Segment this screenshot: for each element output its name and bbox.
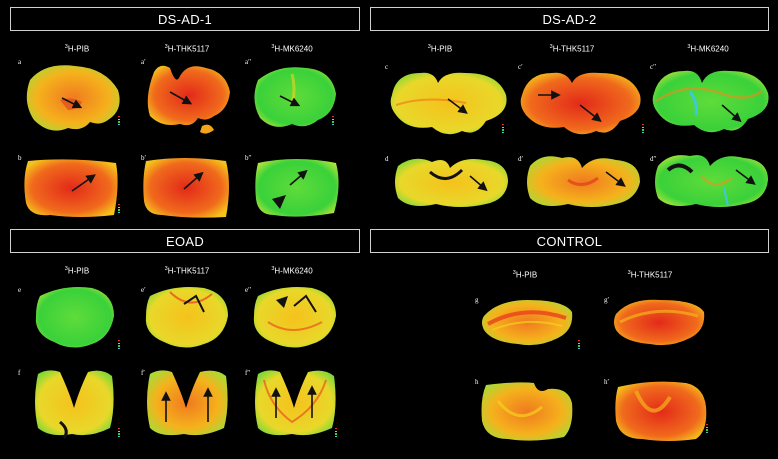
autoradiograph-f1 bbox=[147, 370, 228, 436]
color-scale-bar bbox=[118, 204, 120, 214]
subpanel-label-c: c bbox=[385, 63, 389, 71]
column-header-pib: 3H-PIB bbox=[64, 44, 90, 54]
autoradiograph-d2 bbox=[655, 155, 768, 207]
column-header-pib: 3H-PIB bbox=[512, 270, 538, 280]
subpanel-label-d: d bbox=[385, 155, 389, 163]
autoradiograph-g bbox=[482, 300, 573, 346]
color-scale-bar bbox=[118, 340, 120, 350]
color-scale-bar bbox=[118, 116, 120, 126]
subpanel-label-e: e bbox=[18, 286, 22, 294]
autoradiograph-b bbox=[24, 159, 118, 217]
panel-title-control: CONTROL bbox=[370, 229, 769, 253]
color-scale-bar bbox=[578, 340, 580, 350]
color-scale-bar bbox=[335, 428, 337, 438]
subpanel-label-e2: e′′ bbox=[245, 286, 252, 294]
subpanel-label-e1: e′ bbox=[141, 286, 146, 294]
autoradiograph-e2 bbox=[253, 287, 336, 348]
autoradiograph-c bbox=[390, 72, 507, 135]
subpanel-label-c2: c′′ bbox=[650, 63, 657, 71]
autoradiograph-a bbox=[26, 65, 120, 131]
autoradiograph-f2 bbox=[255, 370, 336, 436]
subpanel-label-d2: d′′ bbox=[650, 155, 657, 163]
subpanel-label-f2: f′′ bbox=[245, 369, 251, 377]
subpanel-label-a2: a′′ bbox=[245, 58, 252, 66]
subpanel-label-c1: c′ bbox=[518, 63, 523, 71]
color-scale-bar bbox=[332, 116, 334, 126]
color-scale-bar bbox=[706, 424, 708, 434]
autoradiograph-f bbox=[35, 370, 114, 439]
column-header-mk6240: 3H-MK6240 bbox=[271, 266, 313, 276]
autoradiograph-h1 bbox=[615, 381, 707, 441]
subpanel-label-f: f bbox=[18, 369, 21, 377]
column-header-mk6240: 3H-MK6240 bbox=[687, 44, 729, 54]
autoradiograph-b2 bbox=[255, 159, 339, 217]
subpanel-label-b1: b′ bbox=[141, 154, 147, 162]
panel-title-ds-ad-1: DS-AD-1 bbox=[10, 7, 360, 31]
subpanel-label-h: h bbox=[475, 378, 479, 386]
autoradiograph-c2 bbox=[652, 70, 769, 133]
column-header-thk5117: 3H-THK5117 bbox=[627, 270, 673, 280]
subpanel-label-b: b bbox=[18, 154, 22, 162]
subpanel-label-g: g bbox=[475, 296, 479, 304]
column-header-thk5117: 3H-THK5117 bbox=[164, 266, 210, 276]
column-header-thk5117: 3H-THK5117 bbox=[549, 44, 595, 54]
autoradiograph-d bbox=[395, 158, 508, 207]
column-header-pib: 3H-PIB bbox=[64, 266, 90, 276]
autoradiograph-c1 bbox=[520, 72, 641, 135]
subpanel-label-b2: b′′ bbox=[245, 154, 252, 162]
autoradiograph-d1 bbox=[527, 156, 640, 207]
autoradiograph-e1 bbox=[145, 287, 228, 348]
panel-title-ds-ad-2: DS-AD-2 bbox=[370, 7, 769, 31]
autoradiograph-h bbox=[481, 382, 573, 441]
autoradiograph-a1 bbox=[147, 65, 230, 134]
subpanel-label-d1: d′ bbox=[518, 155, 524, 163]
autoradiograph-e bbox=[35, 287, 114, 348]
color-scale-bar bbox=[642, 124, 644, 134]
autoradiograph-b1 bbox=[143, 158, 229, 218]
color-scale-bar bbox=[118, 428, 120, 438]
subpanel-label-a1: a′ bbox=[141, 58, 146, 66]
subpanel-label-h1: h′ bbox=[604, 378, 610, 386]
column-header-mk6240: 3H-MK6240 bbox=[271, 44, 313, 54]
subpanel-label-g1: g′ bbox=[604, 296, 610, 304]
subpanel-label-a: a bbox=[18, 58, 22, 66]
column-header-thk5117: 3H-THK5117 bbox=[164, 44, 210, 54]
autoradiograph-a2 bbox=[254, 67, 336, 127]
subpanel-label-f1: f′ bbox=[141, 369, 145, 377]
autoradiograph-g1 bbox=[614, 299, 705, 346]
column-header-pib: 3H-PIB bbox=[427, 44, 453, 54]
color-scale-bar bbox=[502, 124, 504, 134]
panel-title-eoad: EOAD bbox=[10, 229, 360, 253]
